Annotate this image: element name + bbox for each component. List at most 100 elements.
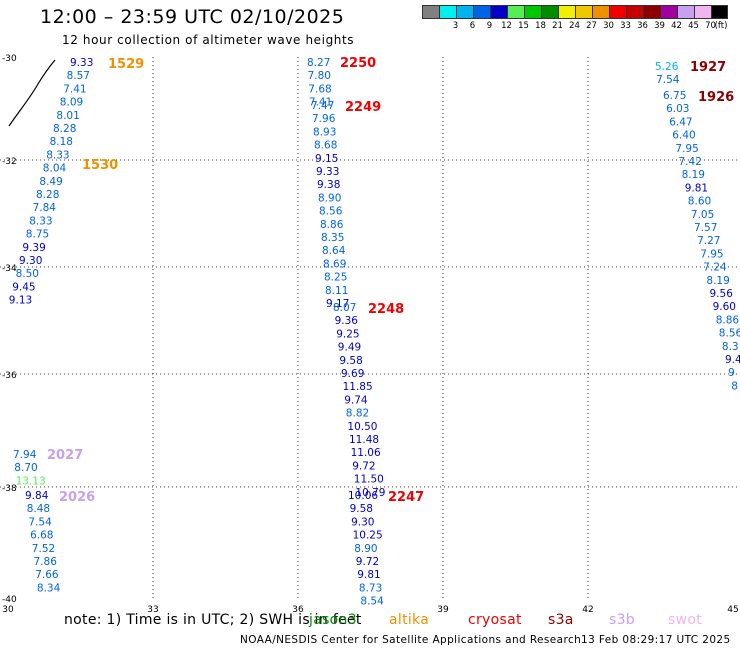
wave-height-value: 8.70 xyxy=(14,462,37,474)
colorbar-tick-label: 45 xyxy=(688,21,699,31)
map-grid xyxy=(0,57,740,598)
wave-height-value: 9.81 xyxy=(357,569,380,581)
colorbar-tick-label: 12 xyxy=(501,21,512,31)
satellite-legend-item: swot xyxy=(668,612,702,628)
wave-height-value: 7.95 xyxy=(675,143,698,155)
wave-height-value: 8.69 xyxy=(323,258,346,270)
wave-height-value: 8.86 xyxy=(716,314,740,326)
wave-height-value: 8.48 xyxy=(27,503,50,515)
satellite-legend-item: jason3 xyxy=(309,612,357,628)
satellite-legend-item: s3b xyxy=(609,612,635,628)
wave-height-value: 10.06 xyxy=(348,490,378,502)
colorbar-tick-label: 24 xyxy=(569,21,580,31)
wave-height-value: 8.04 xyxy=(43,163,67,175)
wave-height-value: 8.01 xyxy=(56,110,79,122)
wave-height-value: 9.15 xyxy=(315,153,338,165)
colorbar-swatch xyxy=(507,5,524,19)
wave-height-value: 9.74 xyxy=(344,394,368,406)
axis-ticks: 30 33 36 39 42 45-30-32-34-36-38-40 xyxy=(2,54,739,615)
pass-time-label: 2247 xyxy=(388,490,424,505)
wave-height-value: 8.07 xyxy=(333,302,356,314)
wave-height-value: 9.45 xyxy=(12,281,35,293)
lat-tick-label: -34 xyxy=(2,264,17,274)
colorbar-tick-label: 39 xyxy=(654,21,665,31)
colorbar-tick-label: 33 xyxy=(620,21,631,31)
colorbar-tick-label: 36 xyxy=(637,21,648,31)
wave-height-value: 9.58 xyxy=(339,355,362,367)
wave-height-value: 8.73 xyxy=(359,582,382,594)
wave-height-value: 7.47 xyxy=(311,100,334,112)
wave-height-value: 9 xyxy=(728,367,735,379)
pass-time-label: 1530 xyxy=(82,158,118,173)
coastline xyxy=(8,59,56,127)
wave-height-value: 8.56 xyxy=(319,206,343,218)
lat-tick-label: -40 xyxy=(2,595,17,605)
wave-height-value: 7.41 xyxy=(309,97,332,109)
wave-height-value: 9.38 xyxy=(317,179,340,191)
wave-height-value: 7.05 xyxy=(691,209,714,221)
colorbar-swatch xyxy=(694,5,711,19)
altimeter-tracks: 9.338.577.418.098.018.288.188.338.048.49… xyxy=(9,56,740,608)
wave-height-value: 5.26 xyxy=(655,61,679,73)
wave-height-value: 11.06 xyxy=(351,447,381,459)
lon-tick-label: 39 xyxy=(437,605,449,615)
colorbar-swatch xyxy=(473,5,490,19)
wave-height-value: 8.3 xyxy=(722,341,739,353)
wave-height-value: 9.81 xyxy=(685,182,708,194)
wave-height-value: 10.50 xyxy=(347,421,377,433)
wave-height-value: 8.11 xyxy=(325,285,348,297)
wave-height-value: 6.40 xyxy=(672,130,695,142)
wave-height-value: 9.58 xyxy=(350,503,373,515)
lat-tick-label: -36 xyxy=(2,371,17,381)
lat-tick-label: -32 xyxy=(2,157,17,167)
wave-height-value: 8.35 xyxy=(321,232,344,244)
wave-height-value: 8.86 xyxy=(320,219,344,231)
colorbar-swatch xyxy=(626,5,643,19)
wave-height-value: 8.68 xyxy=(314,140,337,152)
footer-note: note: 1) Time is in UTC; 2) SWH is in fe… xyxy=(64,612,362,628)
pass-time-label: 1529 xyxy=(108,57,144,72)
colorbar-swatch xyxy=(609,5,626,19)
wave-height-value: 7.66 xyxy=(35,569,59,581)
wave-height-value: 9.33 xyxy=(316,166,339,178)
lon-tick-label: 45 xyxy=(727,605,738,615)
wave-height-value: 7.94 xyxy=(13,449,37,461)
wave-height-value: 8.33 xyxy=(29,215,52,227)
wave-height-value: 8.64 xyxy=(322,245,346,257)
wave-height-value: 7.54 xyxy=(28,516,52,528)
wave-height-value: 7.54 xyxy=(656,74,680,86)
wave-height-value: 8.19 xyxy=(706,275,729,287)
colorbar-swatch xyxy=(439,5,456,19)
wave-height-value: 8.90 xyxy=(318,192,341,204)
wave-height-value: 9.36 xyxy=(335,315,359,327)
satellite-legend-item: altika xyxy=(389,612,430,628)
pass-time-label: 2027 xyxy=(47,448,83,463)
colorbar-swatch xyxy=(575,5,592,19)
wave-height-value: 8.28 xyxy=(36,189,59,201)
wave-height-value: 7.80 xyxy=(308,70,331,82)
pass-time-label: 2249 xyxy=(345,100,381,115)
colorbar-swatch xyxy=(524,5,541,19)
pass-time-label: 1927 xyxy=(690,60,726,75)
wave-height-value: 7.68 xyxy=(308,83,331,95)
pass-time-label: 2248 xyxy=(368,302,404,317)
wave-height-value: 10.79 xyxy=(355,487,385,499)
wave-height-value: 9.60 xyxy=(713,301,736,313)
page-subtitle: 12 hour collection of altimeter wave hei… xyxy=(62,33,355,47)
wave-height-value: 8.27 xyxy=(307,57,330,69)
wave-height-value: 9.25 xyxy=(336,328,359,340)
wave-height-value: 7.84 xyxy=(33,202,57,214)
wave-height-value: 8.33 xyxy=(46,149,69,161)
colorbar-tick-label: 21 xyxy=(552,21,563,31)
wave-height-value: 9.72 xyxy=(356,556,379,568)
colorbar-tick-label: 6 xyxy=(469,21,476,31)
wave-height-value: 7.41 xyxy=(63,83,86,95)
satellite-legend-item: cryosat xyxy=(468,612,522,628)
colorbar-swatch xyxy=(677,5,694,19)
wave-height-value: 9.72 xyxy=(352,460,375,472)
wave-height-value: 6.75 xyxy=(663,90,686,102)
colorbar-swatch xyxy=(660,5,677,19)
wave-height-value: 10.25 xyxy=(353,530,383,542)
credit-line: NOAA/NESDIS Center for Satellite Applica… xyxy=(240,634,582,646)
wave-height-value: 7.95 xyxy=(700,248,723,260)
